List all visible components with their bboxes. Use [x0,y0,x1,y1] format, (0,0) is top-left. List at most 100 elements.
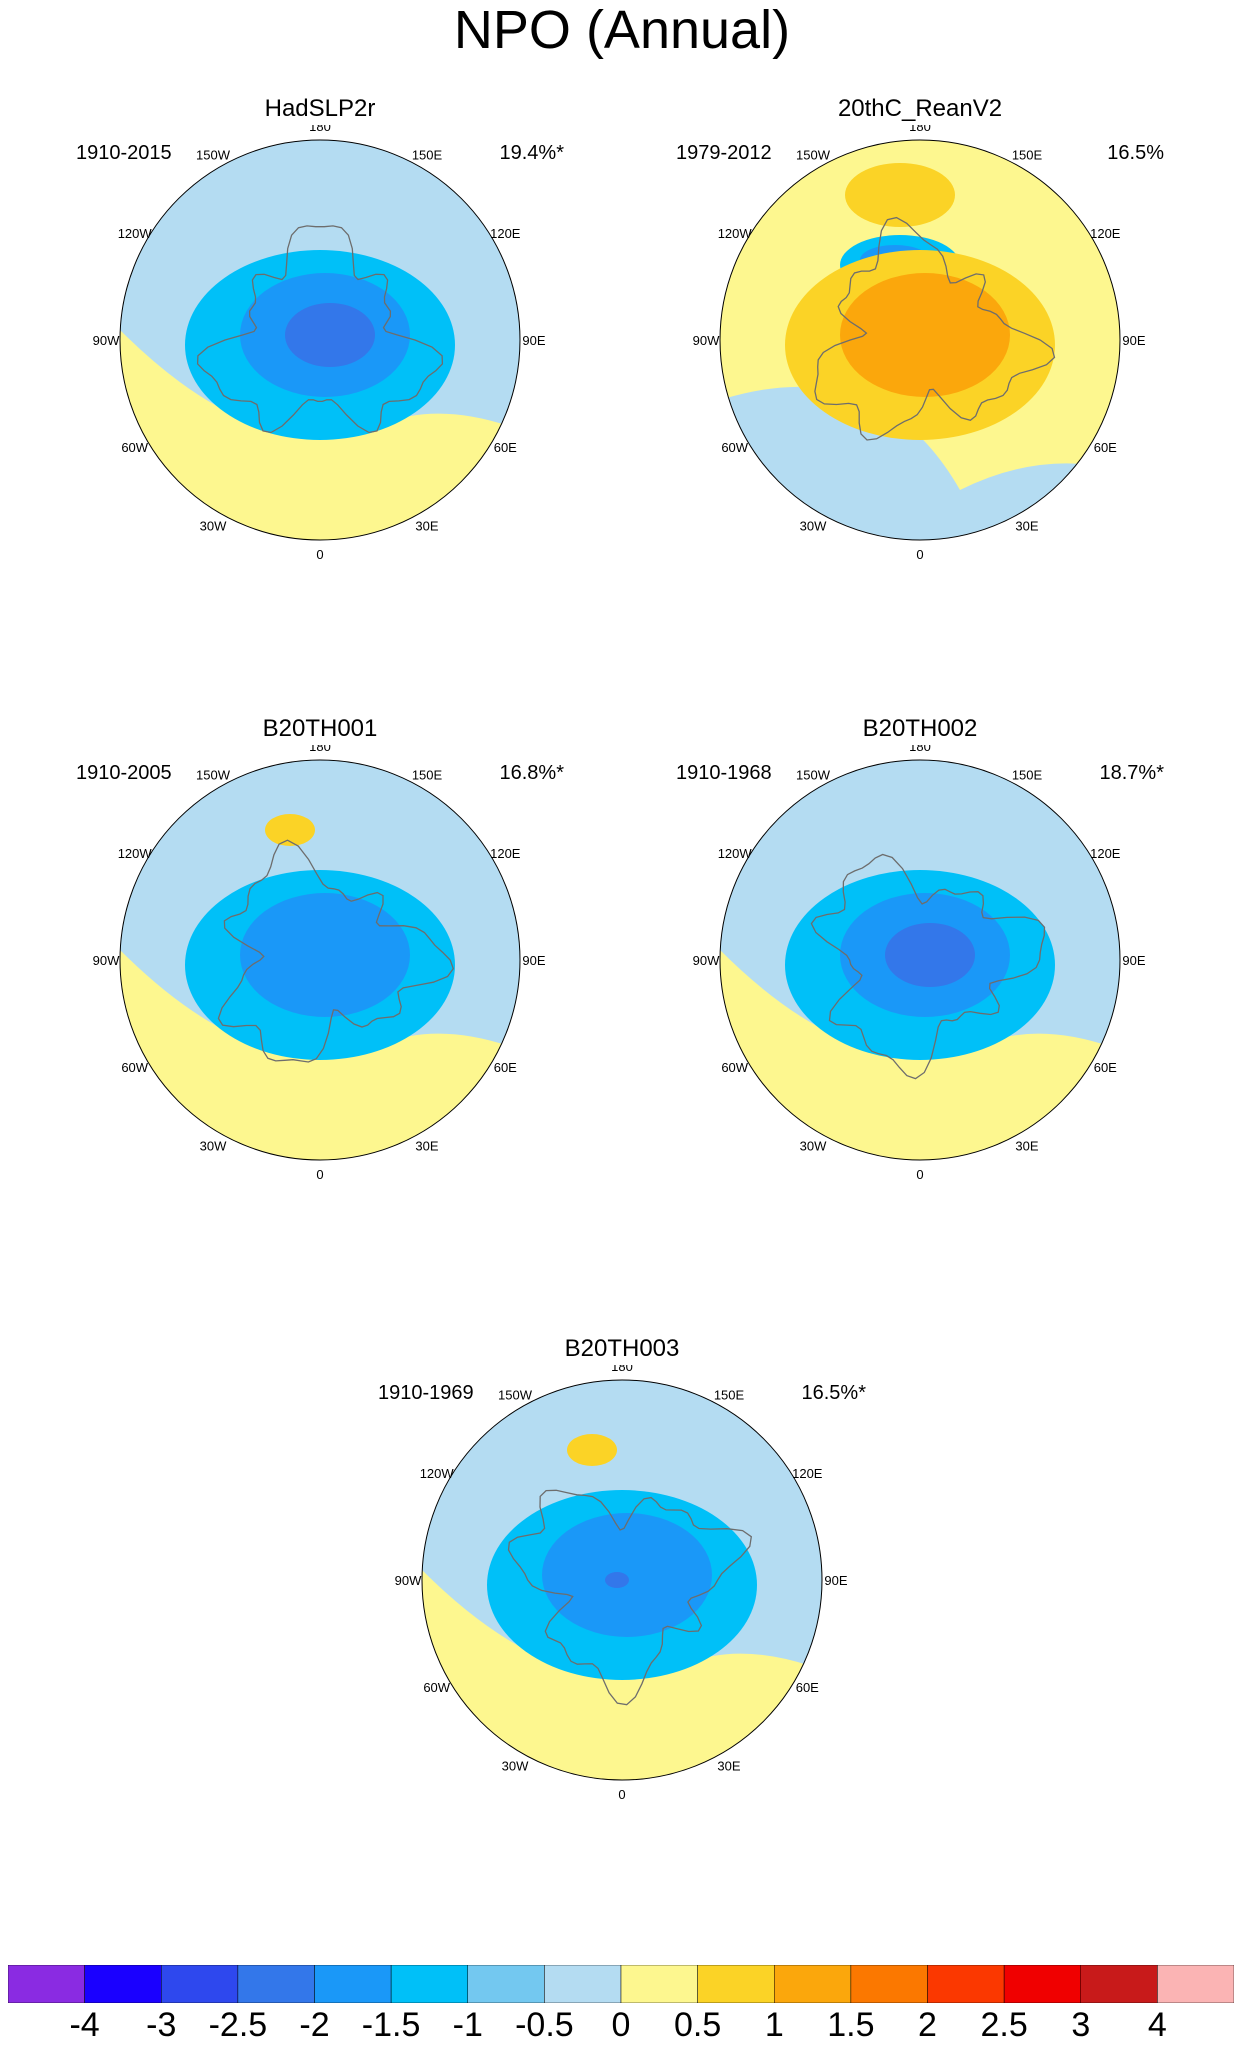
polar-map: 180 150E 120E 90E 60E 30E 0 30W 60W 90W 120W 150W [693,125,1146,562]
longitude-label: 0 [316,547,323,562]
longitude-label: 120W [420,1466,455,1481]
longitude-label: 180 [309,125,331,134]
colorbar-bin [237,1965,315,2003]
longitude-label: 0 [916,1167,923,1182]
colorbar-tick-label: 1 [764,2006,784,2044]
colorbar-tick-label: -4 [69,2006,100,2044]
longitude-label: 120W [718,226,753,241]
longitude-label: 120E [792,1466,823,1481]
panel-period: 1910-1968 [676,762,772,784]
longitude-label: 150W [196,768,231,783]
colorbar-bin [620,1965,698,2003]
longitude-label: 0 [916,547,923,562]
anomaly-contour-north-pacific-1 [567,1434,617,1466]
longitude-label: 150E [412,148,443,163]
map-panel-b20th001: B20TH001 1910-2005 16.8%* 180 150E 120E 90E… [40,715,600,1315]
longitude-label: 60E [796,1680,819,1695]
longitude-label: 120E [490,846,521,861]
longitude-label: 30W [200,1138,227,1153]
longitude-label: 60E [494,440,517,455]
colorbar-bin [1003,1965,1082,2003]
colorbar-tick-label: -2.5 [208,2006,268,2044]
longitude-label: 90E [824,1573,847,1588]
colorbar-bin [927,1965,1005,2003]
longitude-label: 180 [611,1365,633,1374]
longitude-label: 150E [1012,768,1043,783]
map-boundary [719,759,1121,1161]
longitude-label: 90W [693,333,720,348]
anomaly-contour-arctic--1.5 [240,893,410,1017]
longitude-label: 30W [502,1758,529,1773]
map-boundary [719,139,1121,541]
panel-title: 20thC_ReanV2 [837,95,1003,122]
longitude-label: 150E [412,768,443,783]
map-neutral-region [422,1570,822,1780]
panel-period: 1910-2005 [76,762,172,784]
longitude-label: 120E [1090,226,1121,241]
colorbar-tick-label: 0.5 [673,2006,722,2044]
anomaly-contour-arctic--2 [885,923,975,987]
longitude-label: 120W [118,846,153,861]
polar-map: 180 150E 120E 90E 60E 30E 0 30W 60W 90W 120W 150W [395,1365,848,1802]
longitude-label: 60W [721,1060,748,1075]
longitude-label: 30E [717,1758,740,1773]
anomaly-contour-north-pacific-1 [845,163,955,227]
colorbar-tick-label: 1.5 [827,2006,875,2044]
panel-explained-variance: 16.8%* [499,762,565,784]
longitude-label: 90W [693,953,720,968]
longitude-label: 0 [316,1167,323,1182]
panel-period: 1979-2012 [676,142,772,164]
panel-explained-variance: 18.7%* [1099,762,1165,784]
colorbar-tick-label: -3 [146,2006,177,2044]
longitude-label: 90E [1122,333,1145,348]
coastline [217,839,455,1063]
longitude-label: 60E [494,1060,517,1075]
colorbar-tick-label: -1.5 [361,2006,421,2044]
panel-explained-variance: 16.5%* [801,1382,867,1404]
colorbar-bin [84,1965,162,2003]
map-neutral-region [120,330,520,540]
coastline [196,225,444,434]
colorbar-bin [544,1965,622,2003]
longitude-label: 150W [196,148,231,163]
longitude-label: 60W [423,1680,450,1695]
colorbar-tick-label: 0 [611,2006,631,2044]
panel-title: B20TH002 [862,715,978,742]
panel-title: B20TH001 [262,715,378,742]
longitude-label: 150E [1012,148,1043,163]
map-boundary [119,139,521,541]
anomaly-contour-arctic-1.5 [840,273,1010,397]
longitude-label: 150E [714,1388,745,1403]
longitude-label: 120W [118,226,153,241]
polar-map: 180 150E 120E 90E 60E 30E 0 30W 60W 90W 120W 150W [93,125,546,562]
colorbar-tick-label: 3 [1071,2006,1091,2044]
colorbar-labels: -4 -3 -2.5 -2 -1.5 -1 -0.5 0 0.5 1 1.5 2 2.5 3 4 [0,2006,1244,2046]
colorbar-bin [774,1965,852,2003]
colorbar-bin [1157,1965,1234,2003]
map-panel-b20th002: B20TH002 1910-1968 18.7%* 180 150E 120E 90E… [640,715,1200,1315]
anomaly-contour-arctic--1.5 [542,1513,712,1637]
longitude-label: 60E [1094,440,1117,455]
coastline [507,1489,753,1706]
longitude-label: 30E [415,518,438,533]
colorbar-tick-label: 4 [1147,2006,1167,2044]
map-panel-b20th003: B20TH003 1910-1969 16.5%* 180 150E 120E 90E… [342,1335,902,1935]
map-boundary [119,759,521,1161]
colorbar-bin [314,1965,392,2003]
longitude-label: 30W [800,1138,827,1153]
longitude-label: 60W [121,440,148,455]
longitude-label: 90E [1122,953,1145,968]
longitude-label: 30W [200,518,227,533]
colorbar-bin [467,1965,545,2003]
map-panel-20thc-reanv2: 20thC_ReanV2 1979-2012 16.5% 180 150E 120E… [640,95,1200,695]
panel-period: 1910-1969 [378,1382,474,1404]
map-neutral-region [720,950,1120,1160]
figure-title: NPO (Annual) [453,0,791,60]
map-boundary [421,1379,823,1781]
longitude-label: 90E [522,333,545,348]
longitude-label: 120W [718,846,753,861]
longitude-label: 90W [395,1573,422,1588]
colorbar-tick-label: -2 [299,2006,330,2044]
colorbar-bin [161,1965,239,2003]
panel-title: HadSLP2r [264,95,376,122]
